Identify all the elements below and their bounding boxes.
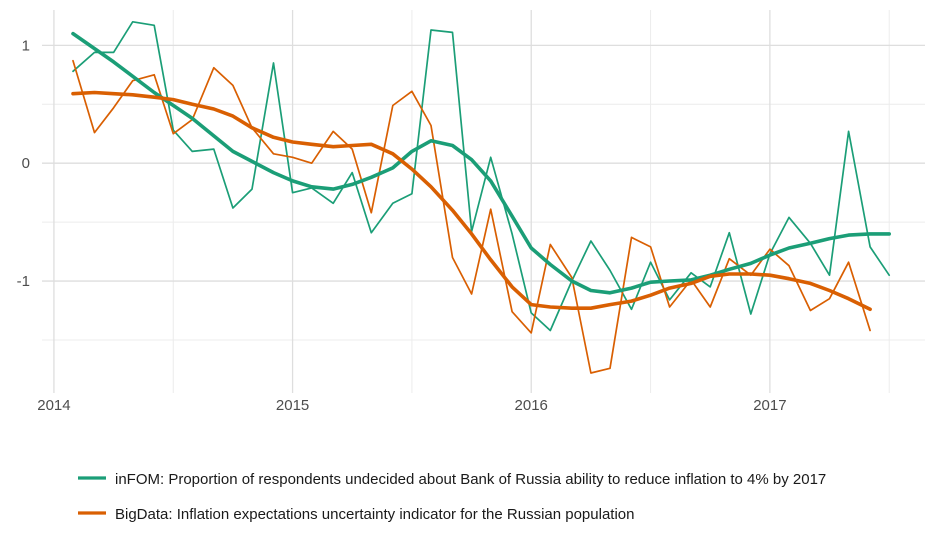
- x-tick-label: 2015: [276, 397, 309, 414]
- series-lines: [71, 20, 892, 374]
- legend-label-bigdata: BigData: Inflation expectations uncertai…: [115, 506, 634, 523]
- legend: inFOM: Proportion of respondents undecid…: [78, 471, 826, 523]
- grid: [42, 10, 925, 393]
- infom-smooth-line: [71, 31, 892, 295]
- bigdata-raw-line: [72, 59, 871, 374]
- bigdata-smooth-line: [71, 90, 872, 312]
- x-tick-label: 2014: [37, 397, 70, 414]
- legend-label-infom: inFOM: Proportion of respondents undecid…: [115, 471, 826, 488]
- x-axis-ticks: 2014 2015 2016 2017: [37, 397, 786, 414]
- x-tick-label: 2017: [753, 397, 786, 414]
- y-tick-label: -1: [17, 273, 30, 290]
- legend-item-bigdata: BigData: Inflation expectations uncertai…: [78, 506, 634, 523]
- legend-item-infom: inFOM: Proportion of respondents undecid…: [78, 471, 826, 488]
- y-tick-label: 0: [22, 155, 30, 172]
- y-axis-ticks: 1 0 -1: [17, 37, 30, 290]
- x-tick-label: 2016: [515, 397, 548, 414]
- y-tick-label: 1: [22, 37, 30, 54]
- infom-raw-line: [72, 20, 891, 332]
